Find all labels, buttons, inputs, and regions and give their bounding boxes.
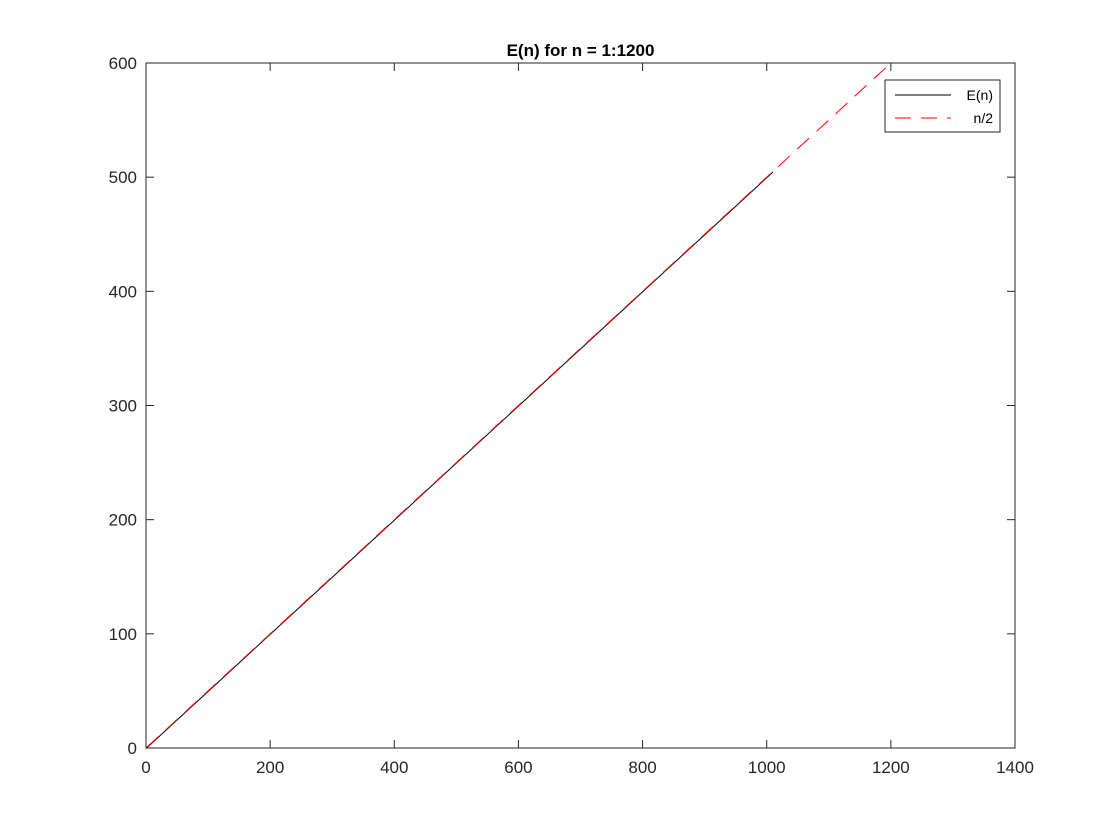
series-line-n-half	[146, 63, 892, 748]
y-tick-label: 200	[109, 511, 137, 530]
y-tick-label: 500	[109, 168, 137, 187]
x-tick-label: 200	[256, 758, 284, 777]
series-layer	[146, 63, 892, 748]
x-tick-label: 400	[380, 758, 408, 777]
chart-title: E(n) for n = 1:1200	[507, 41, 655, 60]
y-tick-label: 600	[109, 54, 137, 73]
x-tick-label: 800	[628, 758, 656, 777]
x-tick-label: 1400	[996, 758, 1034, 777]
plot-area	[146, 63, 1015, 748]
legend: E(n) n/2	[884, 79, 1001, 133]
y-tick-label: 400	[109, 282, 137, 301]
x-tick-label: 1000	[748, 758, 786, 777]
series-line-en	[146, 171, 774, 748]
y-tick-label: 300	[109, 397, 137, 416]
x-tick-label: 0	[141, 758, 150, 777]
legend-box	[884, 79, 1001, 133]
legend-label: n/2	[974, 110, 994, 126]
legend-label: E(n)	[967, 87, 993, 103]
y-tick-label: 100	[109, 625, 137, 644]
x-tick-label: 600	[504, 758, 532, 777]
tick-layer: 0 200 400 600 800 1000 1200 1400 0 100 200 300 400 50…	[109, 54, 1034, 777]
y-tick-label: 0	[128, 739, 137, 758]
x-tick-label: 1200	[872, 758, 910, 777]
